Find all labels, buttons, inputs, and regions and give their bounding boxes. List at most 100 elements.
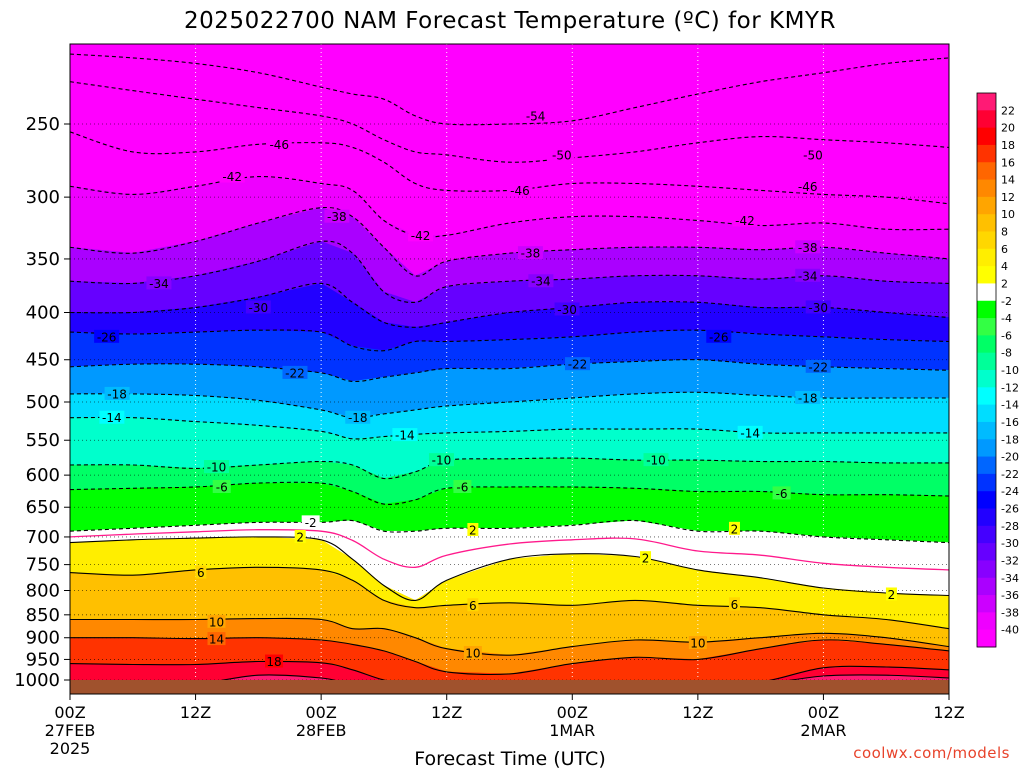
contour-label-bg [467,598,479,612]
colorbar-label: -26 [1001,503,1019,516]
contour-label-bg [805,300,831,314]
contour-label-text: -42 [735,214,755,228]
contour-label: 6 [467,598,479,613]
contour-label-bg [737,425,763,439]
contour-label-text: -50 [552,148,572,162]
colorbar-label: -38 [1001,606,1019,619]
isotherm-line [70,329,949,352]
contour-label-bg [219,169,245,183]
y-tick-label: 500 [26,392,60,413]
colorbar-label: -2 [1001,295,1012,308]
isotherm-line [70,359,949,383]
contour-label-bg [428,453,454,467]
colorbar-swatch [977,179,996,198]
colorbar-label: 6 [1001,243,1008,256]
contour-label-text: -6 [216,480,228,494]
x-tick-label: 12Z [180,703,211,722]
y-axis-pressure: 2503003504004505005506006507007508008509… [14,114,70,691]
colorbar-swatch [977,196,996,215]
y-tick-label: 400 [26,303,60,324]
colorbar-swatch [977,612,996,631]
colorbar-swatch [977,456,996,475]
contour-label-text: -38 [327,210,347,224]
contour-label: -22 [565,357,591,372]
contour-label: -18 [795,390,821,405]
contour-label-text: 2 [296,530,304,544]
contour-label-text: -30 [557,303,577,317]
isotherm-line [70,81,949,163]
contour-label-text: -30 [808,301,828,315]
y-tick-label: 850 [26,605,60,626]
y-tick-label: 900 [26,628,60,649]
y-tick-label: 550 [26,430,60,451]
colorbar-swatch [977,352,996,371]
contour-label: 10 [463,646,482,661]
contour-label-text: 18 [266,655,281,669]
contour-label-text: -34 [531,275,551,289]
contour-label: -54 [523,108,549,123]
contour-label-bg [517,246,543,260]
isotherm-line [70,519,949,544]
contour-label-bg [324,209,350,223]
contour-label-bg [245,300,271,314]
contour-label-bg [294,529,306,543]
contour-label-text: -30 [249,301,269,315]
colorbar-label: 16 [1001,156,1015,169]
contour-label: -14 [392,428,418,443]
contour-label-bg [408,228,434,242]
x-tick-label: 28FEB [296,721,347,740]
contour-label-bg [885,587,897,601]
isotherm-line [70,566,949,630]
contour-label: -10 [204,460,229,475]
contour-label-text: -38 [798,241,818,255]
colorbar-swatch [977,300,996,319]
contour-labels: -54-50 -50-46-46 -46-42-42-42-38-38 -38-34-… [94,108,897,669]
colorbar-label: -28 [1001,520,1019,533]
colorbar-swatch [977,231,996,250]
contour-label-text: -10 [207,461,227,475]
contour-label-text: -34 [149,277,169,291]
contour-label-bg [467,523,479,537]
contour-label-text: -42 [222,170,242,184]
credit-link[interactable]: coolwx.com/models [853,744,1010,762]
y-tick-label: 750 [26,555,60,576]
contour-label-bg [554,302,580,316]
contour-label: -38 [795,240,821,255]
colorbar-swatch [977,93,996,111]
colorbar-label: -8 [1001,347,1012,360]
colorbar-swatch [977,595,996,613]
isotherm-line [70,53,949,126]
contour-label-text: 2 [642,552,650,566]
colorbar-label: -40 [1001,624,1019,637]
colorbar-swatch [977,473,996,492]
x-tick-label: 12Z [933,703,964,722]
contour-label-bg [528,274,554,288]
contour-label-bg [706,329,732,343]
colorbar-swatch [977,404,996,423]
contour-label-text: 14 [209,633,224,647]
contour-label-bg [266,137,292,151]
contour-label: -18 [104,386,130,401]
colorbar-label: -16 [1001,416,1019,429]
colorbar-label: -14 [1001,399,1019,412]
contour-label-text: -46 [510,184,530,198]
contour-label-text: -14 [395,429,415,443]
y-tick-label: 950 [26,649,60,670]
contour-label-bg [507,183,533,197]
x-tick-label: 00Z [54,703,85,722]
contour-label-text: 10 [690,637,705,651]
colorbar-label: -20 [1001,451,1019,464]
isotherm-line [70,206,949,277]
contour-label-text: -54 [526,109,546,123]
contour-label: 10 [688,636,707,651]
contour-label: -22 [805,359,831,374]
contour-label: -46 [795,179,821,194]
contour-label: 2 [728,521,740,536]
contour-label-text: -50 [803,148,823,162]
contour-label: -10 [428,453,454,468]
contour-label-text: -22 [285,366,305,380]
contour-label-bg [643,453,669,467]
contour-label-text: -46 [798,180,818,194]
contour-label: -18 [345,410,371,425]
contour-label: 14 [207,632,226,647]
